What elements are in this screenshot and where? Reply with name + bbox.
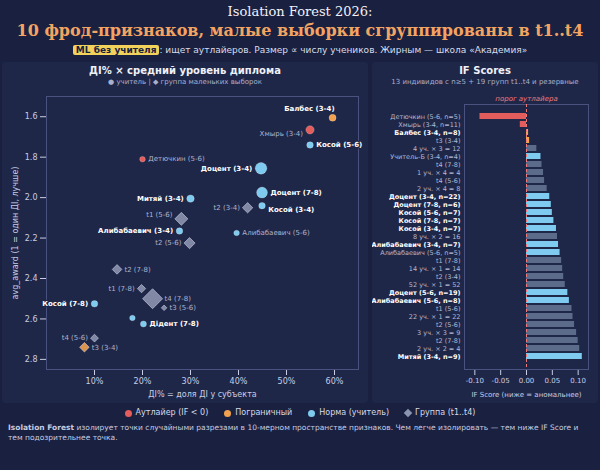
svg-text:t2 (3-4): t2 (3-4) (214, 204, 241, 212)
svg-text:t4 (5-6): t4 (5-6) (436, 177, 460, 185)
svg-text:0.05: 0.05 (545, 377, 561, 385)
svg-text:порог аутлайера: порог аутлайера (495, 95, 557, 103)
svg-text:2.2: 2.2 (25, 234, 38, 243)
svg-text:0.00: 0.00 (519, 377, 535, 385)
svg-text:10%: 10% (86, 377, 104, 386)
svg-text:t1 (7-8): t1 (7-8) (108, 285, 135, 293)
svg-text:Детючкин (5-6, n=5): Детючкин (5-6, n=5) (390, 113, 460, 121)
html-text:Isolation Forest 2026:: Isolation Forest 2026: (227, 4, 373, 19)
svg-text:ДІ% = доля ДІ у субъекта: ДІ% = доля ДІ у субъекта (148, 390, 256, 399)
svg-text:Доцент (3-4): Доцент (3-4) (201, 165, 252, 173)
svg-text:14 уч. × 1 = 14: 14 уч. × 1 = 14 (409, 265, 461, 273)
svg-text:Учитель-Б (3-4, n=4): Учитель-Б (3-4, n=4) (390, 153, 460, 161)
svg-text:Митяй (3-4): Митяй (3-4) (137, 195, 184, 203)
svg-text:t3 (3-4): t3 (3-4) (92, 343, 119, 351)
svg-text:Косой (7-8, n=7): Косой (7-8, n=7) (399, 217, 461, 225)
svg-text:Хмырь (3-4, n=11): Хмырь (3-4, n=11) (398, 121, 460, 129)
html-text:IF Scores: IF Scores (459, 65, 511, 76)
svg-text:2.6: 2.6 (25, 315, 38, 324)
svg-text:Косой (5-6, n=7): Косой (5-6, n=7) (399, 209, 461, 217)
svg-text:2.0: 2.0 (25, 193, 38, 202)
svg-text:50%: 50% (278, 377, 296, 386)
svg-text:Доцент (7-8): Доцент (7-8) (270, 189, 321, 197)
svg-text:2.8: 2.8 (25, 355, 38, 364)
svg-text:Митяй (3-4, n=9): Митяй (3-4, n=9) (398, 353, 461, 361)
html-text:ДІ% × средний уровень диплома: ДІ% × средний уровень диплома (89, 65, 281, 76)
svg-text:2 уч. × 2 = 4: 2 уч. × 2 = 4 (417, 345, 460, 353)
svg-text:1.6: 1.6 (25, 112, 38, 121)
svg-text:3 уч. × 3 = 9: 3 уч. × 3 = 9 (417, 329, 460, 337)
svg-text:Дідент (7-8): Дідент (7-8) (150, 320, 199, 328)
svg-text:30%: 30% (182, 377, 200, 386)
svg-text:Косой (7-8): Косой (7-8) (42, 300, 88, 308)
svg-text:t4 (7-8): t4 (7-8) (165, 295, 192, 303)
svg-text:Алибабаевич (3-4): Алибабаевич (3-4) (98, 227, 173, 235)
svg-text:52 уч. × 1 = 52: 52 уч. × 1 = 52 (409, 281, 461, 289)
svg-text:8 уч. × 2 = 16: 8 уч. × 2 = 16 (413, 233, 461, 241)
svg-text:t2 (7-8): t2 (7-8) (436, 337, 460, 345)
html-text:● учитель | ◆ группа маленьких: ● учитель | ◆ группа маленьких выборок (108, 78, 262, 86)
html-text:10 фрод-признаков, малые выбор: 10 фрод-признаков, малые выборки сгруппи… (16, 21, 584, 40)
svg-text:1.8: 1.8 (25, 153, 38, 162)
svg-text:t1 (7-8): t1 (7-8) (436, 257, 460, 265)
svg-text:t2 (3-4): t2 (3-4) (436, 273, 460, 281)
svg-text:t4 (5-6): t4 (5-6) (62, 334, 89, 342)
svg-text:Доцент (3-4, n=22): Доцент (3-4, n=22) (389, 193, 461, 201)
svg-text:Алибабаевич (3-4, n=7): Алибабаевич (3-4, n=7) (372, 241, 461, 249)
svg-text:20%: 20% (134, 377, 152, 386)
svg-text:avg_award (1 = один ДІ, лучше): avg_award (1 = один ДІ, лучше) (11, 167, 20, 300)
html-text:Isolation Forest изолирует точ: Isolation Forest изолирует точки случайн… (8, 423, 579, 442)
svg-text:Алибабаевич (5-6, n=5): Алибабаевич (5-6, n=5) (380, 249, 460, 257)
svg-text:60%: 60% (326, 377, 344, 386)
svg-text:t1 (5-6): t1 (5-6) (436, 305, 460, 313)
html-text:Пограничный: Пограничный (235, 408, 293, 417)
svg-text:1 уч. × 4 = 4: 1 уч. × 4 = 4 (417, 169, 460, 177)
html-text:ML без учителя : ищет аутлайер: ML без учителя : ищет аутлайеров. Размер… (75, 45, 528, 55)
svg-text:Балбес (3-4, n=8): Балбес (3-4, n=8) (394, 129, 460, 137)
svg-text:Доцент (5-6, n=19): Доцент (5-6, n=19) (389, 289, 461, 297)
svg-text:t3 (5-6): t3 (5-6) (170, 304, 197, 312)
svg-text:0.10: 0.10 (570, 377, 586, 385)
svg-text:Доцент (7-8, n=6): Доцент (7-8, n=6) (393, 201, 460, 209)
svg-text:t2 (7-8): t2 (7-8) (124, 266, 151, 274)
svg-text:Косой (3-4): Косой (3-4) (268, 206, 314, 214)
svg-text:t1 (5-6): t1 (5-6) (146, 211, 173, 219)
html-text:Группа (t1..t4): Группа (t1..t4) (415, 408, 476, 417)
svg-text:Алибабаевич (5-6): Алибабаевич (5-6) (242, 229, 310, 237)
svg-text:t2 (5-6): t2 (5-6) (436, 321, 460, 329)
svg-text:Детючкин (5-6): Детючкин (5-6) (148, 155, 205, 163)
svg-text:Алибабаевич (5-6, n=8): Алибабаевич (5-6, n=8) (372, 297, 461, 305)
svg-text:t4 (7-8): t4 (7-8) (436, 161, 460, 169)
svg-text:Косой (5-6): Косой (5-6) (316, 141, 362, 149)
svg-text:4 уч. × 3 = 12: 4 уч. × 3 = 12 (413, 145, 461, 153)
svg-text:Косой (3-4, n=7): Косой (3-4, n=7) (399, 225, 461, 233)
svg-text:-0.05: -0.05 (492, 377, 510, 385)
html-text:Норма (учитель): Норма (учитель) (319, 408, 389, 417)
svg-text:22 уч. × 1 = 22: 22 уч. × 1 = 22 (409, 313, 461, 321)
svg-text:Балбес (3-4): Балбес (3-4) (284, 105, 334, 113)
svg-text:t2 (5-6): t2 (5-6) (155, 239, 182, 247)
svg-text:40%: 40% (230, 377, 248, 386)
svg-text:Хмырь (3-4): Хмырь (3-4) (260, 130, 304, 138)
html-text:Аутлайер (IF < 0): Аутлайер (IF < 0) (135, 408, 209, 417)
svg-text:-0.10: -0.10 (466, 377, 484, 385)
svg-text:2.4: 2.4 (25, 274, 38, 283)
svg-text:2 уч. × 4 = 8: 2 уч. × 4 = 8 (417, 185, 460, 193)
html-text:13 индивидов с n≥5 + 19 групп: 13 индивидов с n≥5 + 19 групп t1..t4 и р… (391, 78, 579, 86)
svg-text:t3 (3-4): t3 (3-4) (436, 137, 460, 145)
svg-text:IF Score (ниже = аномальнее): IF Score (ниже = аномальнее) (471, 391, 581, 399)
